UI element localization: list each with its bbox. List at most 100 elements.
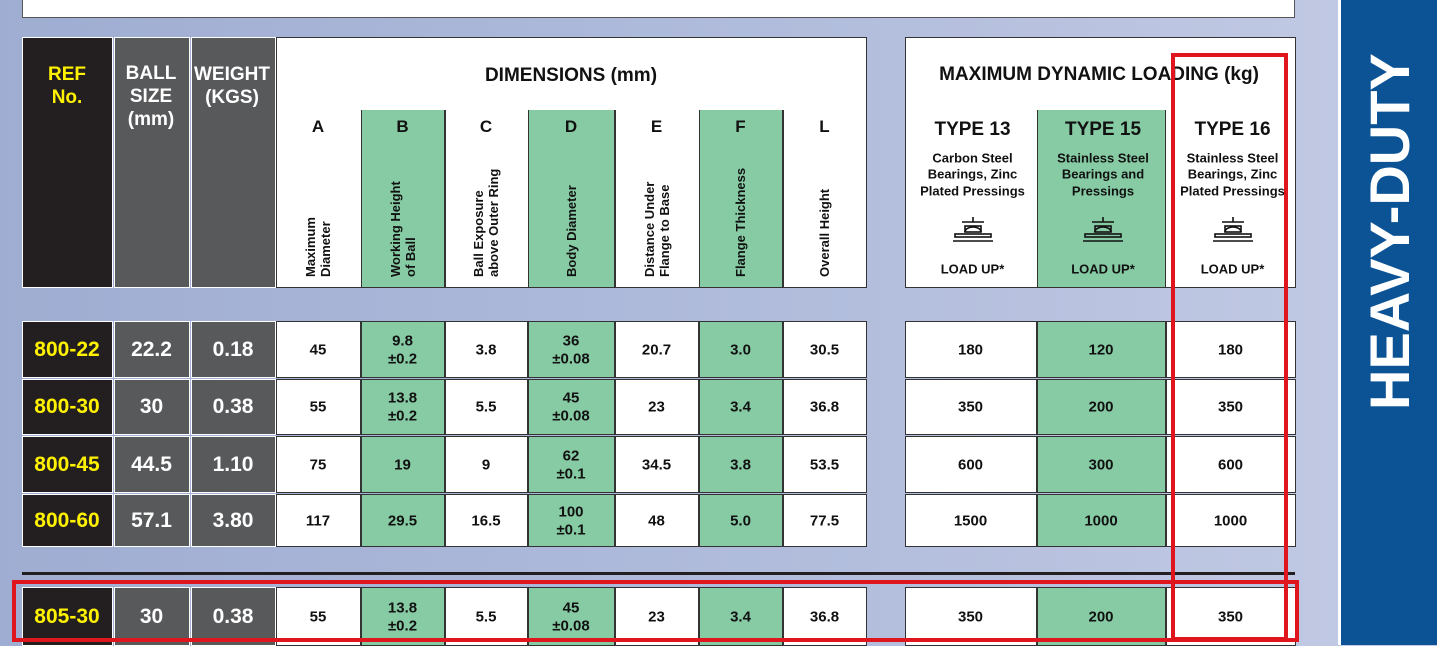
cell-text: ±0.2: [387, 616, 418, 634]
description-line: Overall Height: [817, 188, 832, 277]
table-cell: [615, 379, 699, 435]
table-cell: [276, 379, 361, 435]
section-title: MAXIMUM DYNAMIC LOADING (kg): [939, 64, 1259, 86]
description-line: Body Diameter: [563, 185, 579, 277]
table-cell: [276, 494, 361, 547]
table-cell: [699, 494, 783, 547]
table-cell: [22, 379, 113, 435]
icon: [952, 217, 993, 242]
cell-text: 100: [558, 502, 584, 520]
cell-text: 30: [139, 604, 164, 628]
cell-text: 36: [562, 331, 580, 349]
load-icon: [1212, 216, 1254, 244]
cell-text: 20.7: [641, 340, 672, 358]
table-cell: [699, 379, 783, 435]
cell-text: 1500: [953, 511, 988, 529]
cell-text: 57.1: [131, 508, 172, 532]
cell-text: 5.5: [475, 607, 497, 625]
cell-text: 29.5: [387, 511, 418, 529]
cell-text: ±0.08: [552, 349, 590, 367]
table-cell: [361, 494, 445, 547]
table-cell: [445, 436, 528, 493]
type-description: Bearings, Zinc: [1187, 166, 1278, 182]
cell-text: 3.0: [730, 340, 751, 358]
cell-text: 53.5: [809, 455, 840, 473]
table-cell: [191, 494, 276, 547]
cell-text: 1000: [1084, 511, 1118, 529]
header-green: [1037, 110, 1166, 287]
type-description: Pressings: [1071, 183, 1135, 199]
cell-text: 77.5: [809, 511, 840, 529]
cell-text: 350: [1217, 398, 1244, 416]
cell-text: 13.8: [387, 389, 418, 407]
table-cell: [22, 587, 113, 646]
type-description: Stainless Steel: [1057, 150, 1149, 166]
table-cell: [22, 494, 113, 547]
table-cell: [528, 494, 615, 547]
column-description: Maximum Diameter: [303, 217, 333, 277]
table-cell: [1037, 494, 1166, 547]
column-letter: F: [735, 117, 746, 137]
cell-text: 30.5: [809, 340, 840, 358]
cell-text: 350: [1217, 607, 1244, 625]
cell-text: 3.80: [212, 508, 254, 532]
cell-text: 120: [1088, 340, 1114, 358]
header-green: [361, 110, 445, 287]
column-letter: E: [650, 117, 663, 137]
header-label: (mm): [127, 109, 175, 131]
description-line: Diameter: [318, 221, 333, 277]
table-cell: [699, 321, 783, 378]
table-cell: [191, 379, 276, 435]
table-cell: [1166, 321, 1296, 378]
header-cell: [191, 37, 276, 288]
table-cell: [361, 587, 445, 646]
table-cell: [528, 379, 615, 435]
column-description: Ball Exposure above Outer Ring: [471, 169, 501, 277]
table-cell: [905, 587, 1037, 646]
table-cell: [1037, 436, 1166, 493]
header-label: WEIGHT: [194, 63, 270, 85]
table-cell: [445, 587, 528, 646]
cell-text: 805-30: [34, 604, 100, 628]
description-line: Maximum: [303, 217, 318, 277]
header-cell: [114, 37, 190, 288]
table-cell: [114, 436, 190, 493]
column-letter: B: [396, 117, 409, 137]
cell-text: 48: [648, 511, 665, 529]
column-description: Distance Under Flange to Base: [642, 182, 672, 277]
section-title: DIMENSIONS (mm): [484, 65, 658, 87]
cell-text: 62: [562, 446, 580, 464]
icon: [1212, 217, 1253, 242]
cell-text: 45: [562, 389, 580, 407]
load-label: LOAD UP*: [1071, 261, 1135, 277]
table-cell: [191, 321, 276, 378]
table-cell: [783, 321, 867, 378]
cell-text: 200: [1088, 607, 1114, 625]
table-cell: [615, 436, 699, 493]
description-line: Working Height: [387, 181, 403, 277]
table-cell: [361, 379, 445, 435]
cell-text: 9.8: [392, 331, 413, 349]
cell-text: 1000: [1213, 511, 1248, 529]
cell-text: 180: [1217, 340, 1244, 358]
cell-text: 600: [957, 455, 984, 473]
table-cell: [445, 321, 528, 378]
table-cell: [114, 587, 190, 646]
cell-text: 0.38: [212, 604, 254, 628]
cell-text: 75: [309, 455, 327, 473]
table-cell: [1166, 379, 1296, 435]
column-letter: D: [564, 117, 578, 137]
cell-text: ±0.08: [552, 407, 590, 425]
column-description: Working Height of Ball: [388, 181, 418, 277]
table-cell: [1037, 321, 1166, 378]
type-name: TYPE 13: [934, 119, 1011, 141]
cell-text: 3.8: [475, 340, 497, 358]
cell-text: 800-45: [34, 452, 100, 476]
type-name: TYPE 15: [1064, 119, 1142, 141]
column-letter: L: [819, 117, 830, 137]
table-cell: [905, 321, 1037, 378]
icon: [1083, 217, 1123, 242]
column-description: Flange Thickness: [733, 168, 748, 277]
top-panel: [22, 0, 1295, 18]
cell-text: 45: [309, 340, 327, 358]
